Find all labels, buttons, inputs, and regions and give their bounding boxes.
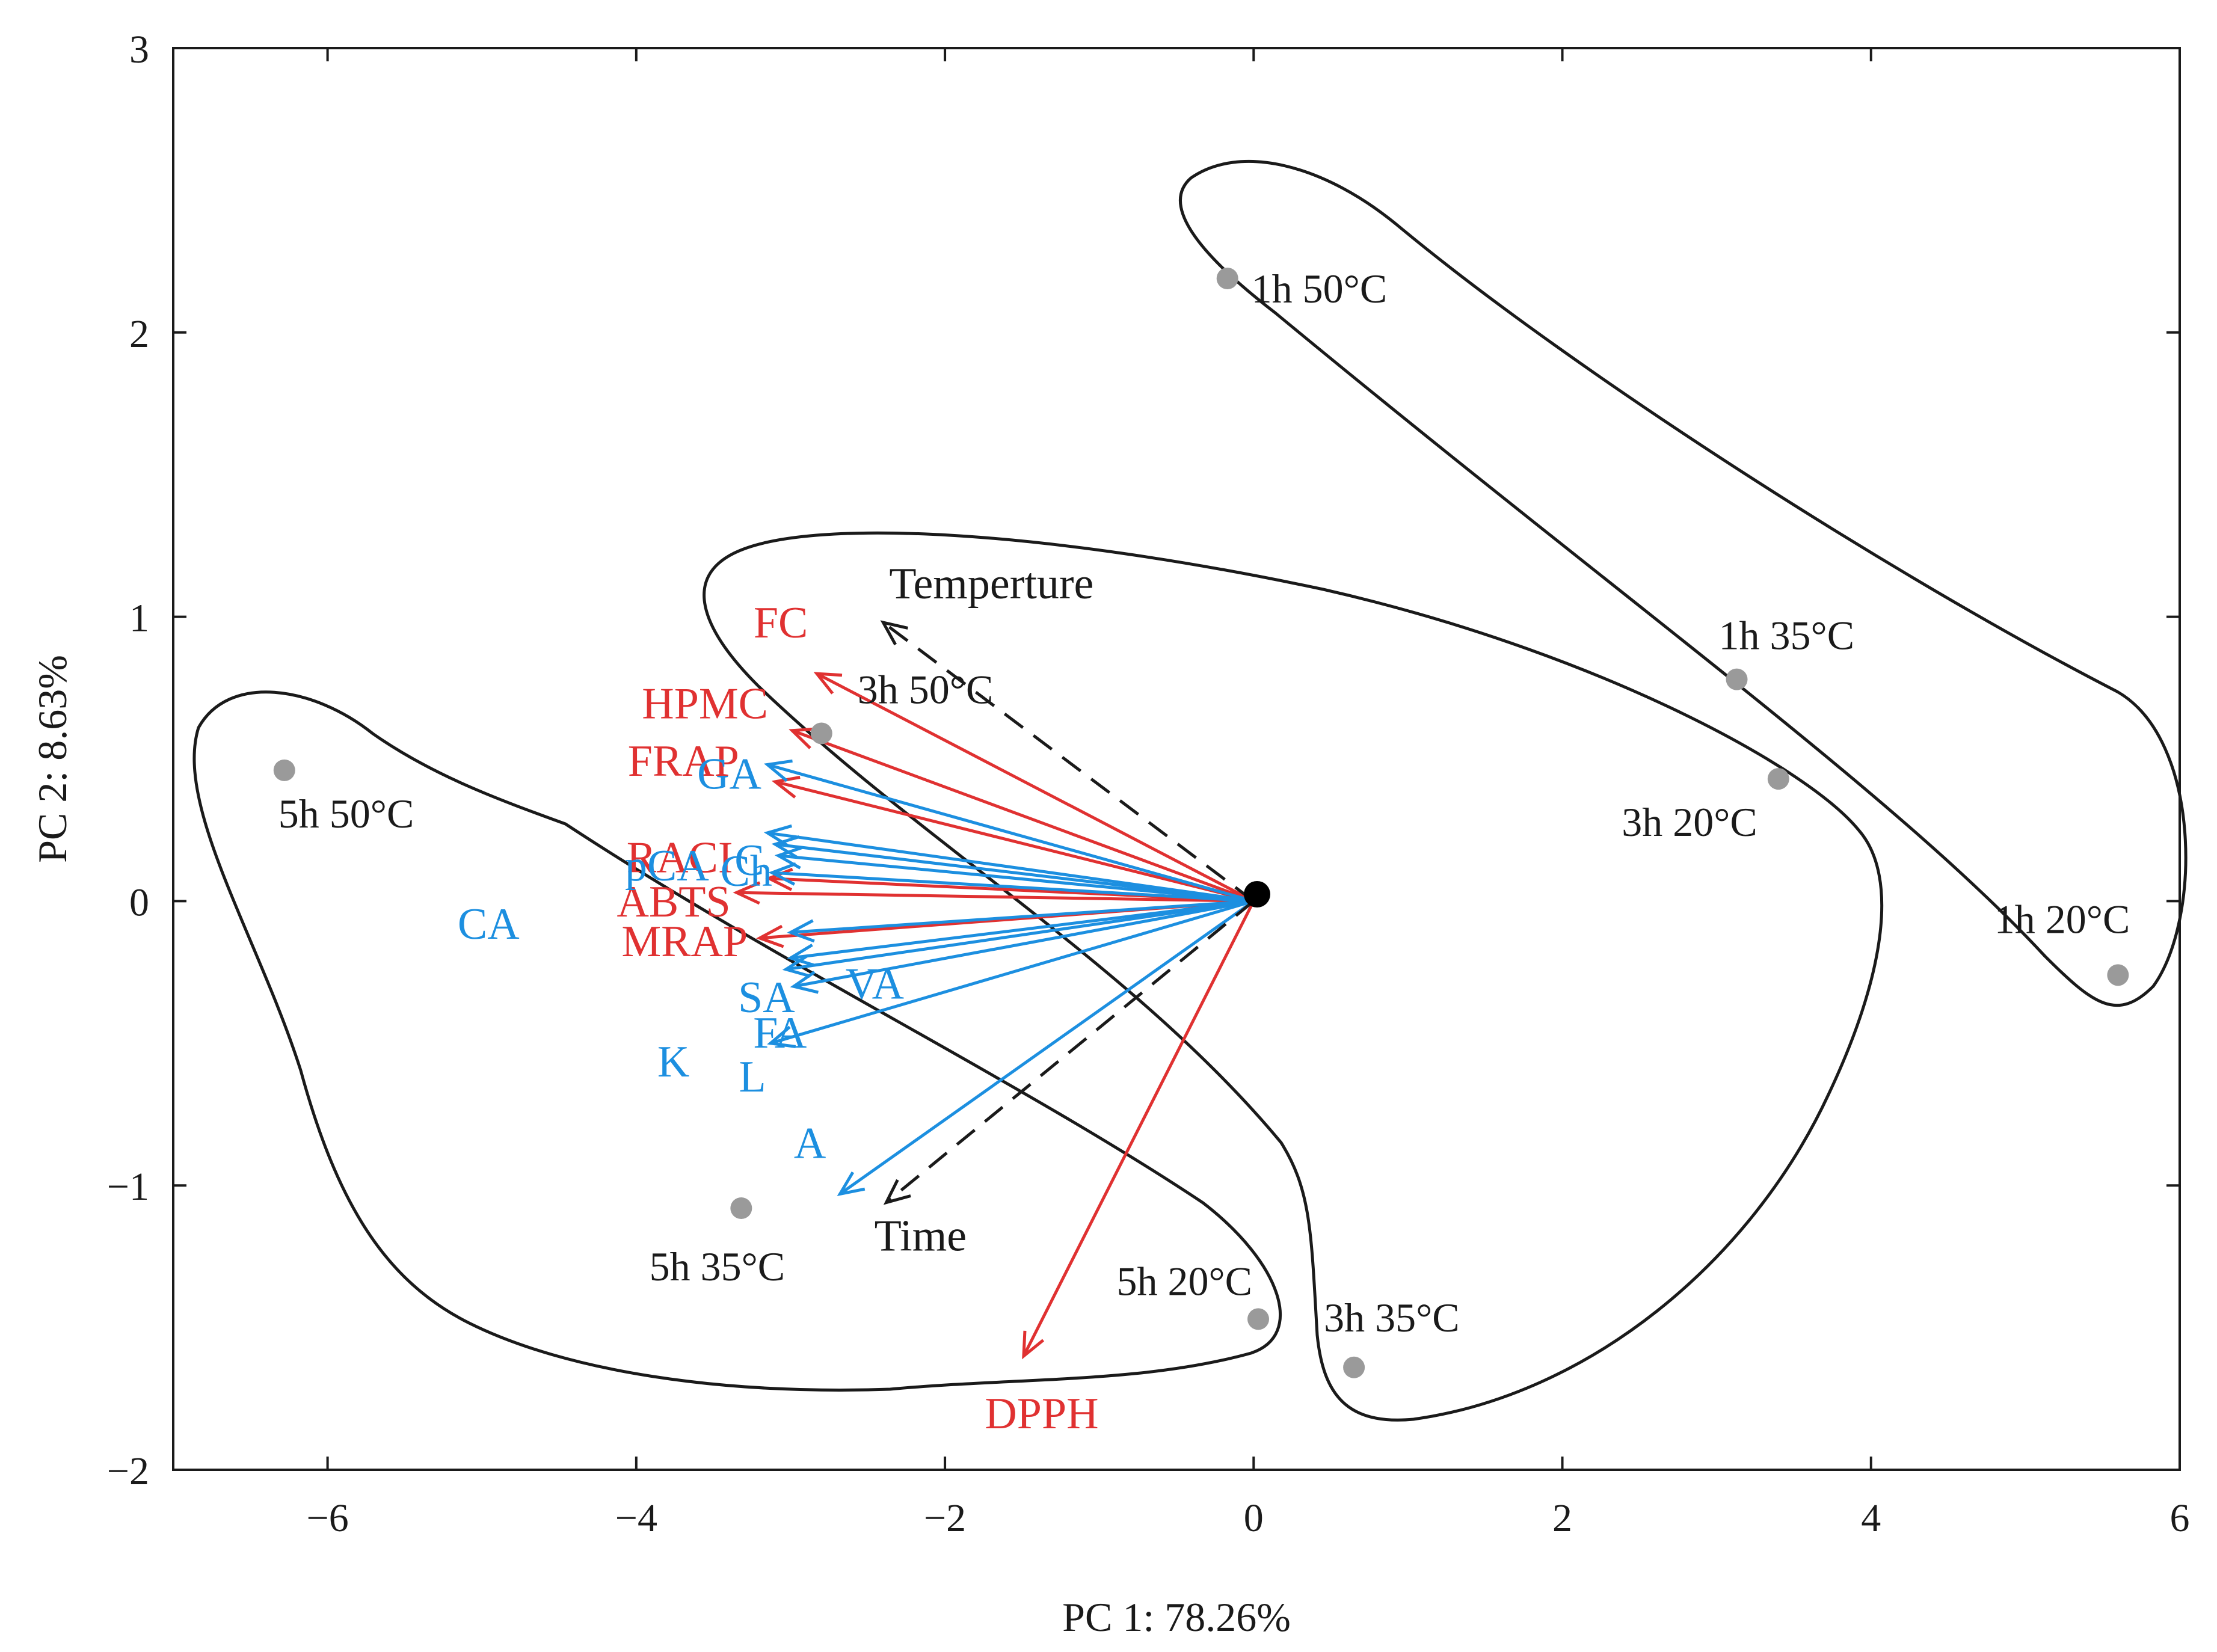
loading-arrow (775, 843, 1254, 903)
x-tick-label: 4 (1861, 1496, 1881, 1540)
x-tick-label: 2 (1552, 1496, 1572, 1540)
loading-arrow (882, 621, 1255, 903)
loading-label: Temperture (889, 559, 1093, 609)
loading-arrowhead (771, 776, 801, 799)
loading-arrowhead (813, 672, 843, 695)
score-point (1343, 1356, 1365, 1378)
loading-arrowhead (880, 620, 908, 646)
x-tick-label: −4 (615, 1496, 657, 1540)
score-point-label: 5h 20°C (1116, 1258, 1252, 1304)
loading-label: FA (753, 1009, 807, 1058)
y-tick-label: 3 (129, 28, 149, 72)
loading-arrow (793, 899, 1254, 988)
y-tick-label: 1 (129, 597, 149, 640)
x-tick-label: −2 (924, 1496, 966, 1540)
y-tick-label: −2 (107, 1449, 149, 1493)
loading-arrowhead (1022, 1330, 1045, 1360)
loading-arrow (767, 831, 1254, 903)
loading-arrowhead (790, 971, 819, 994)
loading-label: Ch (721, 847, 772, 896)
score-point-label: 5h 35°C (650, 1244, 786, 1289)
score-point (2107, 964, 2129, 986)
y-tick-label: −1 (107, 1165, 149, 1209)
loading-arrowhead (768, 862, 796, 886)
score-point (273, 759, 295, 781)
loading-arrow (772, 871, 1254, 903)
score-point-label: 1h 50°C (1252, 266, 1388, 312)
loading-label: pCA (625, 841, 709, 891)
cluster-outline-5h (192, 690, 1282, 1392)
cluster-outline-1h (1179, 159, 2188, 1007)
origin-marker (1244, 881, 1270, 907)
loading-arrow (736, 891, 1254, 903)
loading-arrowhead (767, 1025, 796, 1048)
y-axis: −2 −1 0 1 2 3 (107, 28, 2180, 1493)
score-point-label: 5h 50°C (278, 791, 414, 837)
loading-arrow (816, 672, 1255, 903)
loading-label: Time (875, 1212, 967, 1261)
loading-arrow (792, 729, 1255, 903)
x-axis-title: PC 1: 78.26% (1062, 1594, 1291, 1640)
score-point (810, 722, 832, 745)
score-point-label: 1h 35°C (1719, 613, 1855, 659)
loading-arrow (767, 763, 1254, 903)
loading-arrowhead (764, 759, 793, 782)
loading-label: SA (738, 973, 795, 1022)
loading-label: K (657, 1037, 689, 1087)
loading-arrowhead (787, 944, 816, 967)
loading-arrowhead (756, 924, 784, 948)
loading-arrowhead (837, 1171, 866, 1196)
y-axis-title: PC 2: 8.63% (29, 655, 75, 863)
score-points: 1h 50°C 1h 35°C 3h 20°C 1h 20°C 3h 50°C 5h 50… (273, 266, 2130, 1378)
loading-label: C (734, 836, 764, 885)
loading-arrowhead (883, 1179, 911, 1205)
loading-label: CA (458, 900, 520, 949)
x-axis: −6 −4 −2 0 2 4 6 (306, 48, 2190, 1540)
loading-label: HPMC (642, 680, 768, 729)
loading-label: GA (697, 749, 761, 799)
score-point-label: 1h 20°C (1994, 896, 2130, 942)
loading-arrowhead (787, 919, 815, 943)
plot-border (172, 47, 2181, 1471)
score-point (730, 1197, 752, 1220)
score-point (1726, 668, 1748, 690)
score-point-label: 3h 50°C (858, 666, 994, 712)
loading-arrow (1022, 900, 1255, 1357)
loading-arrow (790, 899, 1254, 960)
score-point (1247, 1308, 1270, 1330)
x-tick-label: 6 (2170, 1496, 2190, 1540)
loading-label: L (739, 1052, 766, 1102)
y-tick-label: 2 (129, 312, 149, 356)
loading-label: RACI (627, 834, 733, 883)
score-point (1216, 267, 1238, 289)
loading-arrow (786, 899, 1254, 971)
score-point-label: 3h 35°C (1324, 1295, 1460, 1340)
x-tick-label: 0 (1244, 1496, 1264, 1540)
loading-arrowhead (789, 727, 818, 749)
loading-arrow (778, 854, 1254, 903)
loading-arrow (790, 899, 1254, 934)
loading-arrow (770, 900, 1255, 1045)
loading-label: MRAP (621, 917, 748, 966)
loading-label: A (794, 1119, 826, 1168)
loading-label: DPPH (985, 1389, 1098, 1439)
loading-label: FRAP (628, 737, 739, 786)
score-point (1767, 768, 1789, 790)
loading-arrow (885, 900, 1255, 1204)
plot-frame (172, 47, 2181, 1471)
loading-arrow (839, 900, 1255, 1196)
loading-label: FC (754, 598, 808, 648)
x-tick-label: −6 (306, 1496, 348, 1540)
loading-arrow (775, 780, 1254, 903)
loading-arrowhead (733, 881, 761, 905)
y-tick-label: 0 (129, 880, 149, 924)
loading-label: ABTS (617, 877, 730, 927)
score-point-label: 3h 20°C (1622, 799, 1757, 845)
loading-arrowhead (782, 954, 811, 978)
cluster-outlines (192, 159, 2188, 1422)
